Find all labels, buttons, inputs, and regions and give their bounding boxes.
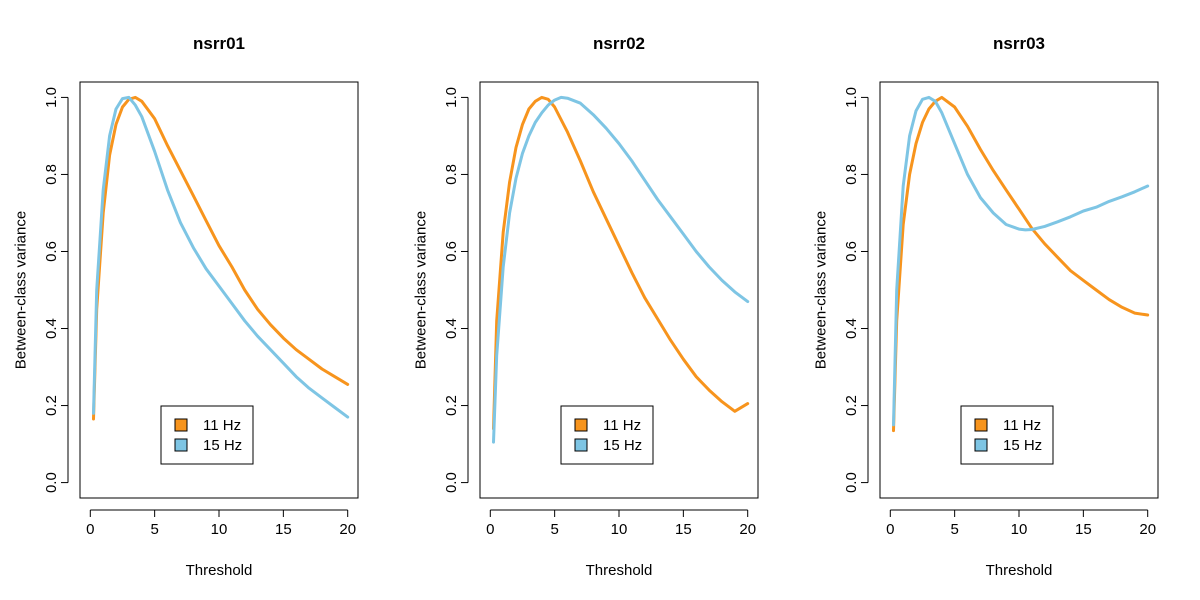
legend-swatch <box>574 438 588 452</box>
series-line-15-Hz <box>92 95 350 419</box>
x-tick-label: 5 <box>550 521 558 538</box>
y-axis-label: Between-class variance <box>412 211 429 369</box>
series-line-15-Hz <box>492 95 750 444</box>
y-tick-label: 0.6 <box>843 241 860 262</box>
y-tick-label: 0.6 <box>443 241 460 262</box>
x-tick-label: 10 <box>611 521 628 538</box>
legend-box <box>160 405 254 465</box>
y-tick-label: 0.8 <box>843 164 860 185</box>
y-tick-label: 0.4 <box>443 318 460 339</box>
x-axis-label: Threshold <box>986 562 1053 579</box>
x-axis-label: Threshold <box>186 562 253 579</box>
y-tick-label: 0.2 <box>843 395 860 416</box>
legend-swatch <box>174 438 188 452</box>
y-tick-label: 0.2 <box>443 395 460 416</box>
x-tick-label: 20 <box>739 521 756 538</box>
legend-label: 15 Hz <box>1003 437 1042 454</box>
y-axis-label: Between-class variance <box>12 211 29 369</box>
legend-swatch <box>974 418 988 432</box>
y-tick-label: 1.0 <box>843 87 860 108</box>
legend-label: 11 Hz <box>1003 417 1041 434</box>
panel-nsrr01: nsrr01 0 5 10 15 20 Threshold 0.0 0.2 0.4 0.6 0.8 1.… <box>12 34 359 579</box>
chart-title: nsrr01 <box>193 34 245 53</box>
x-tick-label: 0 <box>86 521 94 538</box>
y-tick-label: 0.8 <box>43 164 60 185</box>
y-tick-label: 1.0 <box>443 87 460 108</box>
y-tick-label: 0.8 <box>443 164 460 185</box>
plot-frame <box>879 81 1159 499</box>
y-tick-label: 0.4 <box>43 318 60 339</box>
legend-label: 15 Hz <box>203 437 242 454</box>
legend-swatch <box>174 418 188 432</box>
legend-label: 11 Hz <box>203 417 241 434</box>
legend-label: 15 Hz <box>603 437 642 454</box>
y-tick-label: 0.4 <box>843 318 860 339</box>
panel-nsrr02: nsrr02 0 5 10 15 20 Threshold 0.0 0.2 0.4 0.6 0.8 1.… <box>412 34 759 579</box>
x-tick-label: 15 <box>1075 521 1092 538</box>
x-tick-label: 5 <box>150 521 158 538</box>
legend-swatch <box>574 418 588 432</box>
chart-title: nsrr02 <box>593 34 645 53</box>
y-tick-label: 0.0 <box>443 472 460 493</box>
legend-box <box>960 405 1054 465</box>
x-tick-label: 5 <box>950 521 958 538</box>
x-tick-label: 10 <box>1011 521 1028 538</box>
x-axis-label: Threshold <box>586 562 653 579</box>
legend-swatch <box>974 438 988 452</box>
chart-title: nsrr03 <box>993 34 1045 53</box>
plot-frame <box>479 81 759 499</box>
series-line-11-Hz <box>492 95 750 431</box>
y-tick-label: 0.2 <box>43 395 60 416</box>
x-tick-label: 15 <box>275 521 292 538</box>
series-line-11-Hz <box>92 95 350 421</box>
panel-nsrr03: nsrr03 0 5 10 15 20 Threshold 0.0 0.2 0.4 0.6 0.8 1.… <box>812 34 1159 579</box>
y-axis-label: Between-class variance <box>812 211 829 369</box>
x-tick-label: 0 <box>486 521 494 538</box>
x-tick-label: 20 <box>1139 521 1156 538</box>
x-tick-label: 20 <box>339 521 356 538</box>
series-line-15-Hz <box>892 95 1150 427</box>
y-tick-label: 1.0 <box>43 87 60 108</box>
plot-frame <box>79 81 359 499</box>
x-tick-label: 10 <box>211 521 228 538</box>
x-tick-label: 15 <box>675 521 692 538</box>
x-tick-label: 0 <box>886 521 894 538</box>
y-tick-label: 0.0 <box>43 472 60 493</box>
legend-box <box>560 405 654 465</box>
legend-label: 11 Hz <box>603 417 641 434</box>
series-line-11-Hz <box>892 95 1150 433</box>
y-tick-label: 0.0 <box>843 472 860 493</box>
y-tick-label: 0.6 <box>43 241 60 262</box>
